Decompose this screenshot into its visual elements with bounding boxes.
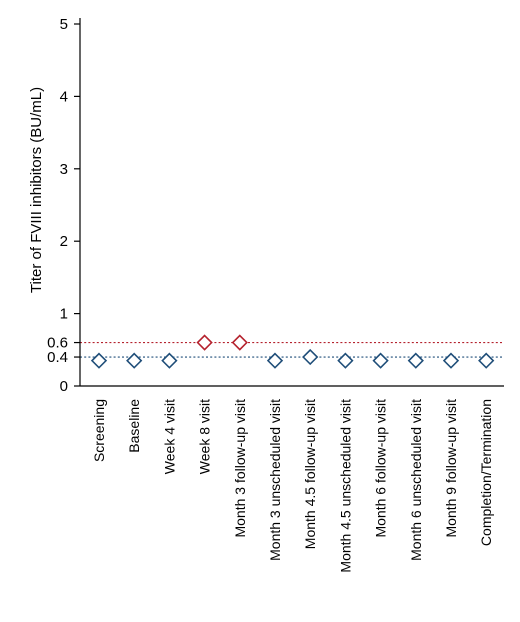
- y-tick-label: 5: [60, 16, 68, 33]
- x-tick-label: Screening: [91, 399, 107, 462]
- y-tick-label: 4: [60, 88, 68, 105]
- data-point-2: [161, 352, 178, 369]
- y-ticks: 0 0.40.6 1 2 3 4 5: [47, 16, 80, 395]
- data-point-3: [196, 334, 213, 351]
- y-tick-label: 0.6: [47, 335, 68, 352]
- data-point-9: [407, 352, 424, 369]
- x-tick-label: Month 9 follow-up visit: [443, 399, 459, 538]
- x-tick-label: Month 6 unscheduled visit: [408, 399, 424, 561]
- y-tick-label: 3: [60, 161, 68, 178]
- data-point-1: [126, 352, 143, 369]
- data-point-5: [266, 352, 284, 369]
- y-tick-label: 1: [60, 306, 68, 323]
- x-tick-labels: Screening Baseline Week 4 visit Week 8 visi…: [91, 399, 494, 573]
- x-tick-label: Week 4 visit: [161, 399, 177, 474]
- x-tick-label: Completion/Termination: [478, 399, 494, 546]
- data-point-8: [372, 352, 389, 369]
- x-tick-label: Month 4.5 follow-up visit: [302, 399, 318, 549]
- y-tick-label: 0: [60, 378, 68, 395]
- data-point-6: [302, 348, 319, 366]
- y-tick-label: 0.4: [47, 349, 68, 366]
- x-tick-label: Month 6 follow-up visit: [373, 399, 389, 538]
- x-tick-label: Baseline: [126, 399, 142, 453]
- x-tick-label: Month 3 follow-up visit: [232, 399, 248, 538]
- data-point-0: [90, 352, 108, 369]
- y-tick-label: 2: [60, 233, 68, 250]
- threshold-lines: [80, 341, 504, 358]
- data-points: [90, 334, 495, 369]
- x-tick-label: Month 3 unscheduled visit: [267, 399, 283, 561]
- data-point-11: [478, 352, 495, 369]
- data-point-7: [337, 352, 354, 369]
- x-tick-label: Week 8 visit: [197, 399, 213, 474]
- data-point-4: [231, 334, 248, 351]
- data-point-10: [442, 352, 460, 369]
- axes: [79, 18, 504, 387]
- y-axis-title: Titer of FVIII inhibitors (BU/mL): [28, 87, 45, 293]
- x-tick-label: Month 4.5 unscheduled visit: [337, 399, 353, 573]
